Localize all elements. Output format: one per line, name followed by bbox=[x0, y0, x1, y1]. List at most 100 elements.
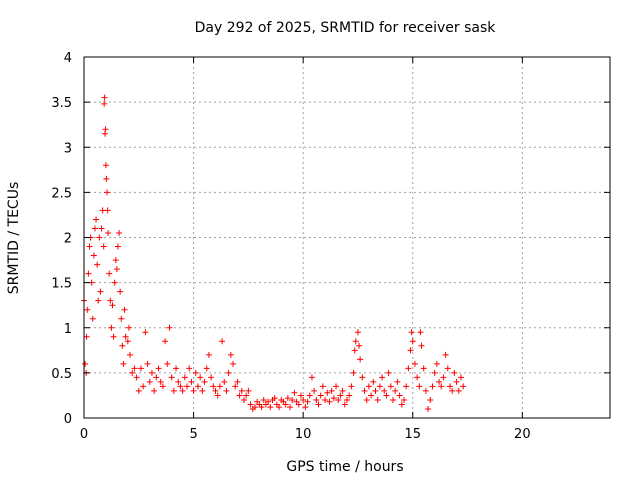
data-point bbox=[240, 396, 247, 403]
data-point bbox=[330, 395, 337, 402]
data-point bbox=[379, 374, 386, 381]
data-point bbox=[89, 315, 96, 322]
data-point bbox=[300, 396, 307, 403]
data-point bbox=[390, 396, 397, 403]
y-tick-label: 2.5 bbox=[51, 186, 72, 201]
data-point bbox=[414, 374, 421, 381]
data-point bbox=[400, 396, 407, 403]
data-point bbox=[341, 401, 348, 408]
data-point bbox=[151, 387, 158, 394]
data-point bbox=[104, 207, 111, 214]
data-point bbox=[289, 396, 296, 403]
x-axis-label: GPS time / hours bbox=[286, 459, 403, 475]
data-point bbox=[444, 365, 451, 372]
data-point bbox=[339, 387, 346, 394]
data-point bbox=[425, 405, 432, 412]
data-point bbox=[417, 329, 424, 336]
data-point bbox=[427, 396, 434, 403]
data-point bbox=[313, 396, 320, 403]
data-point bbox=[93, 216, 100, 223]
data-point bbox=[282, 401, 289, 408]
y-tick-label: 3.5 bbox=[51, 96, 72, 111]
grid-layer bbox=[84, 57, 610, 418]
data-point bbox=[236, 392, 243, 399]
data-point bbox=[164, 360, 171, 367]
data-point bbox=[438, 383, 445, 390]
data-point bbox=[121, 306, 128, 313]
data-point bbox=[376, 383, 383, 390]
data-point bbox=[356, 342, 363, 349]
data-point bbox=[137, 365, 144, 372]
data-point bbox=[179, 387, 186, 394]
data-point bbox=[101, 100, 108, 107]
chart-title: Day 292 of 2025, SRMTID for receiver sas… bbox=[195, 20, 497, 36]
data-point bbox=[112, 257, 119, 264]
data-point bbox=[335, 396, 342, 403]
data-point bbox=[449, 387, 456, 394]
data-point bbox=[337, 392, 344, 399]
data-point bbox=[302, 404, 309, 411]
data-point bbox=[170, 387, 177, 394]
data-point bbox=[363, 396, 370, 403]
data-point bbox=[267, 404, 274, 411]
data-point bbox=[106, 270, 113, 277]
data-point bbox=[119, 342, 126, 349]
data-point bbox=[387, 383, 394, 390]
data-point bbox=[124, 338, 131, 345]
data-point bbox=[188, 378, 195, 385]
y-axis-label: SRMTID / TECUs bbox=[6, 182, 22, 295]
y-tick-label: 3 bbox=[64, 141, 72, 156]
data-point bbox=[155, 365, 162, 372]
data-point bbox=[271, 395, 278, 402]
data-point bbox=[394, 378, 401, 385]
data-point bbox=[442, 351, 449, 358]
data-point bbox=[223, 387, 230, 394]
data-point bbox=[225, 369, 232, 376]
data-point bbox=[90, 252, 97, 259]
y-tick-label: 2 bbox=[64, 232, 72, 247]
data-point bbox=[146, 378, 153, 385]
data-point bbox=[117, 288, 124, 295]
data-point bbox=[359, 374, 366, 381]
axis-ticks-layer: 0 5 10 15 20 0 0.5 1 1.5 2 2.5 3 3.5 4 bbox=[51, 51, 610, 442]
data-point bbox=[436, 378, 443, 385]
data-point bbox=[260, 396, 267, 403]
data-point bbox=[99, 207, 106, 214]
x-tick-label: 10 bbox=[295, 427, 312, 442]
data-point bbox=[129, 369, 136, 376]
data-point bbox=[348, 383, 355, 390]
data-point bbox=[346, 392, 353, 399]
data-point bbox=[315, 401, 322, 408]
data-point bbox=[197, 374, 204, 381]
data-point bbox=[306, 392, 313, 399]
data-point bbox=[352, 338, 359, 345]
data-point bbox=[308, 374, 315, 381]
data-point bbox=[234, 378, 241, 385]
data-point bbox=[319, 383, 326, 390]
data-point bbox=[140, 383, 147, 390]
data-point bbox=[460, 383, 467, 390]
data-point bbox=[453, 378, 460, 385]
data-point bbox=[101, 94, 108, 101]
data-point bbox=[333, 383, 340, 390]
data-point bbox=[131, 365, 138, 372]
data-point bbox=[304, 398, 311, 405]
data-point bbox=[405, 365, 412, 372]
data-point bbox=[157, 378, 164, 385]
data-point bbox=[166, 324, 173, 331]
data-point bbox=[125, 324, 132, 331]
data-point bbox=[105, 229, 112, 236]
data-point bbox=[408, 329, 415, 336]
data-point bbox=[102, 126, 109, 133]
y-tick-label: 0.5 bbox=[51, 367, 72, 382]
data-point bbox=[97, 288, 104, 295]
data-point bbox=[420, 365, 427, 372]
data-point bbox=[203, 365, 210, 372]
data-point bbox=[374, 396, 381, 403]
data-point bbox=[243, 392, 250, 399]
data-point bbox=[177, 383, 184, 390]
data-point bbox=[210, 383, 217, 390]
data-point bbox=[113, 266, 120, 273]
y-tick-label: 0 bbox=[64, 412, 72, 427]
